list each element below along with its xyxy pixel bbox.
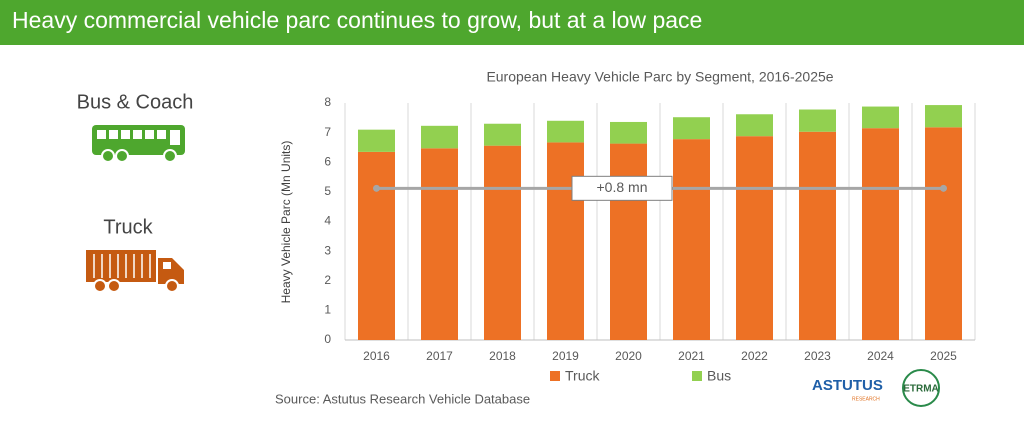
bar-segment (799, 131, 836, 340)
header-title: Heavy commercial vehicle parc continues … (12, 7, 702, 33)
y-tick-label: 2 (324, 273, 331, 287)
x-tick-label: 2025 (930, 349, 957, 363)
x-tick-label: 2019 (552, 349, 579, 363)
astutus-logo: ASTUTUS (812, 377, 883, 394)
annotation-end (940, 184, 947, 192)
y-tick-label: 3 (324, 243, 331, 257)
y-axis-label: Heavy Vehicle Parc (Mn Units) (279, 141, 293, 304)
bar-segment (673, 139, 710, 340)
x-tick-label: 2018 (489, 349, 516, 363)
bar-segment (673, 117, 710, 140)
bar-segment (862, 106, 899, 129)
x-tick-label: 2016 (363, 349, 390, 363)
y-tick-label: 0 (324, 332, 331, 346)
bar-segment (421, 148, 458, 340)
bar-segment (358, 151, 395, 340)
x-tick-label: 2024 (867, 349, 894, 363)
bar-segment (925, 105, 962, 128)
x-tick-label: 2023 (804, 349, 831, 363)
chart-title: European Heavy Vehicle Parc by Segment, … (486, 69, 833, 85)
y-tick-label: 7 (324, 125, 331, 139)
y-tick-label: 6 (324, 154, 331, 168)
legend-label: Truck (565, 368, 600, 384)
bar-segment (358, 129, 395, 152)
legend-swatch (692, 371, 702, 381)
x-tick-label: 2021 (678, 349, 705, 363)
bar-segment (610, 143, 647, 340)
y-tick-label: 4 (324, 214, 331, 228)
annotation-end (373, 184, 380, 192)
bus-icon (92, 125, 185, 163)
y-tick-label: 5 (324, 184, 331, 198)
legend-label: Bus (707, 368, 731, 384)
legend-swatch (550, 371, 560, 381)
bar-segment (484, 123, 521, 146)
bar-segment (547, 142, 584, 340)
bar-segment (610, 121, 647, 144)
source: Source: Astutus Research Vehicle Databas… (275, 391, 530, 406)
bus-label: Bus & Coach (77, 91, 194, 113)
bar-segment (547, 120, 584, 143)
etrma-ring (902, 369, 940, 407)
bar-segment (736, 136, 773, 340)
annotation-text: +0.8 mn (597, 179, 648, 195)
truck-label: Truck (103, 216, 153, 238)
bar-segment (799, 109, 836, 132)
bar-segment (421, 125, 458, 149)
y-tick-label: 1 (324, 303, 331, 317)
y-tick-label: 8 (324, 95, 331, 109)
etrma-logo: ETRMA (903, 384, 939, 395)
x-tick-label: 2020 (615, 349, 642, 363)
bar-segment (484, 145, 521, 340)
astutus-sub: RESEARCH (852, 396, 880, 402)
x-tick-label: 2017 (426, 349, 453, 363)
bar-segment (862, 128, 899, 340)
x-tick-label: 2022 (741, 349, 768, 363)
annotation-box (571, 175, 673, 201)
header-bar (0, 0, 1024, 45)
truck-icon (86, 250, 184, 293)
bar-segment (736, 114, 773, 137)
plot: 0 1 2 3 4 5 6 7 8 2016 2017 2018 2019 2020 2021 2022 202… (324, 95, 976, 384)
bar-segment (925, 127, 962, 340)
